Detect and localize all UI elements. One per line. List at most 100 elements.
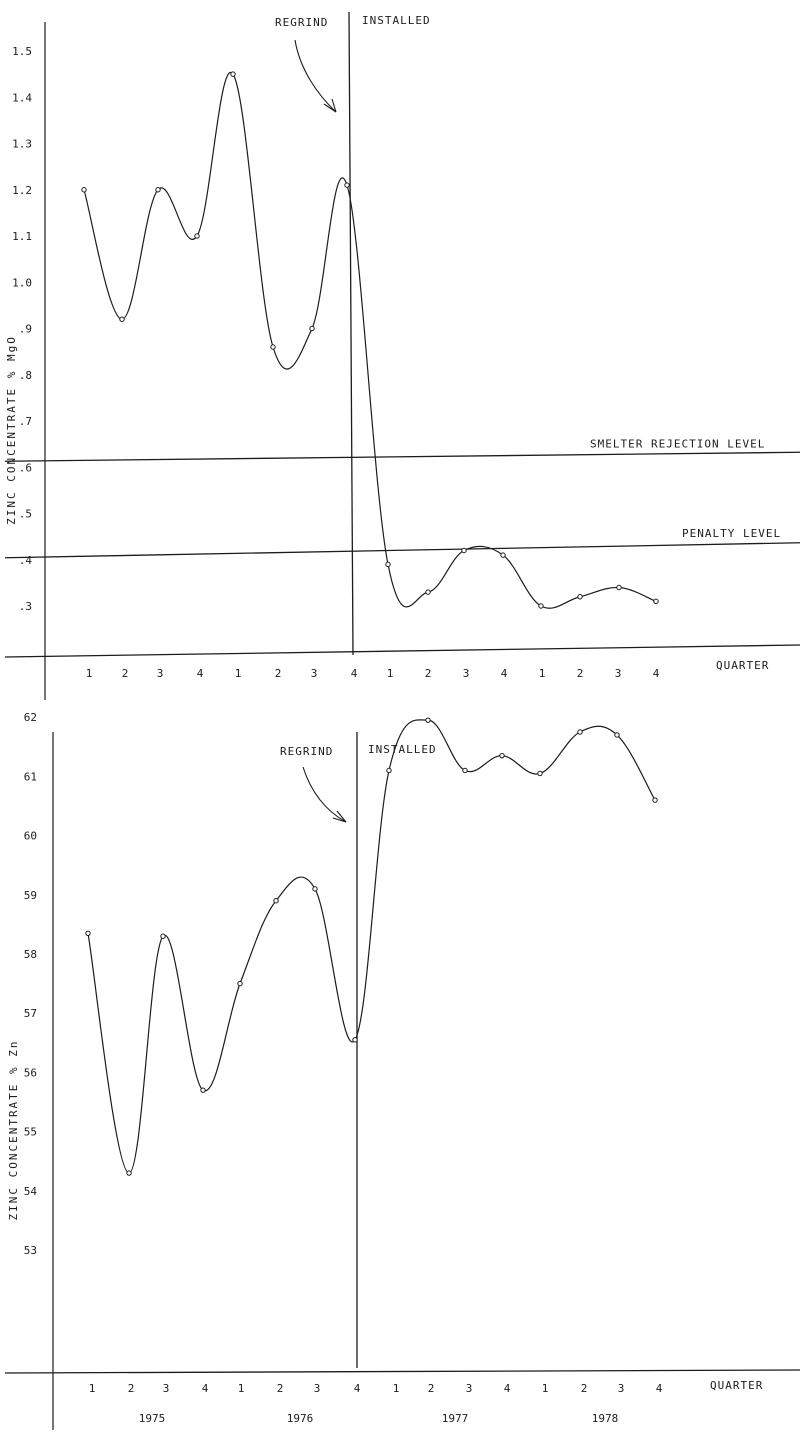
mgo-data-point bbox=[155, 187, 161, 193]
mgo-y-axis-label: ZINC CONCENTRATE % MgO bbox=[5, 335, 18, 525]
mgo-data-point bbox=[344, 182, 350, 188]
zn-y-tick-label: 57 bbox=[24, 1007, 37, 1020]
zn-quarter-label: 4 bbox=[202, 1382, 209, 1395]
mgo-quarter-axis-label: QUARTER bbox=[716, 659, 769, 672]
mgo-ref-line-label-0: SMELTER REJECTION LEVEL bbox=[590, 437, 765, 450]
zn-y-axis-label: ZINC CONCENTRATE % Zn bbox=[7, 1039, 20, 1220]
zn-quarter-label: 4 bbox=[656, 1382, 663, 1395]
zn-regrind-label: REGRIND bbox=[280, 745, 333, 758]
mgo-data-point bbox=[81, 187, 87, 193]
zn-data-point bbox=[386, 767, 392, 774]
mgo-y-tick-label: 1.0 bbox=[12, 276, 32, 289]
mgo-regrind-arrow bbox=[294, 39, 337, 113]
mgo-data-point bbox=[461, 547, 467, 554]
zn-data-point bbox=[312, 886, 318, 892]
zn-installed-label: INSTALLED bbox=[368, 743, 437, 756]
zn-y-tick-label: 55 bbox=[24, 1126, 37, 1139]
mgo-y-tick-label: .4 bbox=[19, 554, 33, 567]
zn-quarter-label: 1 bbox=[542, 1382, 549, 1395]
mgo-quarter-label: 1 bbox=[86, 667, 93, 680]
mgo-y-tick-label: 1.2 bbox=[12, 184, 32, 197]
mgo-y-tick-label: .6 bbox=[19, 461, 32, 474]
mgo-data-point bbox=[577, 594, 583, 600]
mgo-series-line bbox=[83, 71, 657, 609]
zn-quarter-label: 2 bbox=[581, 1382, 588, 1395]
mgo-quarter-label: 1 bbox=[235, 667, 242, 680]
mgo-quarter-label: 1 bbox=[387, 667, 394, 680]
zn-quarter-label: 2 bbox=[128, 1382, 135, 1395]
zn-data-point bbox=[126, 1170, 132, 1176]
zn-y-tick-label: 62 bbox=[24, 711, 37, 724]
mgo-quarter-label: 4 bbox=[501, 667, 508, 680]
mgo-installed-label: INSTALLED bbox=[362, 14, 431, 27]
mgo-ref-line-label-1: PENALTY LEVEL bbox=[682, 527, 781, 540]
zn-quarter-label: 1 bbox=[393, 1382, 400, 1395]
mgo-ref-line-1 bbox=[4, 542, 800, 559]
mgo-data-point bbox=[270, 344, 276, 350]
mgo-data-point bbox=[194, 233, 200, 239]
zn-quarter-label: 2 bbox=[428, 1382, 435, 1395]
zn-y-tick-label: 58 bbox=[24, 948, 37, 961]
mgo-quarter-label: 3 bbox=[463, 667, 470, 680]
zn-y-tick-label: 53 bbox=[24, 1244, 37, 1257]
zn-y-tick-label: 54 bbox=[24, 1185, 38, 1198]
mgo-data-point bbox=[538, 603, 544, 609]
zn-year-label: 1977 bbox=[442, 1412, 469, 1425]
zn-quarter-label: 1 bbox=[238, 1382, 245, 1395]
zn-data-point bbox=[425, 717, 431, 723]
mgo-quarter-label: 4 bbox=[351, 667, 358, 680]
zn-quarter-label: 4 bbox=[354, 1382, 361, 1395]
zn-data-point bbox=[237, 980, 243, 987]
zn-data-point bbox=[85, 930, 91, 936]
zn-year-label: 1976 bbox=[287, 1412, 314, 1425]
zn-year-label: 1975 bbox=[139, 1412, 166, 1425]
zn-quarter-label: 2 bbox=[277, 1382, 284, 1395]
mgo-y-tick-label: 1.5 bbox=[12, 45, 32, 58]
mgo-quarter-label: 3 bbox=[311, 667, 318, 680]
mgo-y-tick-label: .3 bbox=[19, 600, 32, 613]
zn-quarter-label: 3 bbox=[314, 1382, 321, 1395]
mgo-y-tick-label: .7 bbox=[19, 415, 32, 428]
mgo-data-point bbox=[119, 316, 125, 322]
zn-quarter-label: 4 bbox=[504, 1382, 511, 1395]
zn-data-point bbox=[614, 732, 620, 738]
zn-data-point bbox=[273, 898, 279, 904]
zn-quarter-label: 3 bbox=[466, 1382, 473, 1395]
zn-regrind-arrowhead bbox=[332, 810, 347, 823]
zn-y-tick-label: 60 bbox=[24, 830, 37, 843]
zn-y-tick-label: 56 bbox=[24, 1066, 37, 1079]
mgo-quarter-label: 4 bbox=[197, 667, 204, 680]
mgo-data-point bbox=[500, 552, 506, 558]
mgo-regrind-label: REGRIND bbox=[275, 16, 328, 29]
zn-y-tick-label: 59 bbox=[24, 889, 37, 902]
mgo-y-tick-label: .5 bbox=[19, 508, 32, 521]
mgo-regrind-divider bbox=[348, 11, 354, 656]
mgo-quarter-label: 2 bbox=[577, 667, 584, 680]
mgo-y-tick-label: 1.1 bbox=[12, 230, 32, 243]
mgo-quarter-label: 4 bbox=[653, 667, 660, 680]
zn-quarter-label: 1 bbox=[89, 1382, 96, 1395]
mgo-regrind-arrowhead bbox=[323, 98, 337, 113]
mgo-y-tick-label: .9 bbox=[19, 323, 32, 336]
mgo-data-point bbox=[653, 598, 659, 605]
zn-quarter-label: 3 bbox=[163, 1382, 170, 1395]
zn-y-tick-label: 61 bbox=[24, 770, 37, 783]
zn-data-point bbox=[652, 797, 658, 803]
mgo-quarter-label: 1 bbox=[539, 667, 546, 680]
zn-data-point bbox=[537, 770, 543, 777]
mgo-data-point bbox=[230, 71, 236, 77]
zn-data-point bbox=[462, 767, 468, 774]
mgo-ref-line-0 bbox=[4, 451, 800, 462]
zn-data-point bbox=[499, 752, 505, 759]
mgo-x-axis bbox=[4, 644, 800, 658]
zn-year-label: 1978 bbox=[592, 1412, 619, 1425]
zn-data-point bbox=[200, 1087, 206, 1093]
mgo-data-point bbox=[385, 561, 391, 568]
zn-x-axis bbox=[4, 1369, 800, 1374]
mgo-data-point bbox=[616, 584, 622, 591]
zn-regrind-arrow bbox=[302, 766, 347, 823]
mgo-quarter-label: 3 bbox=[157, 667, 164, 680]
mgo-quarter-label: 3 bbox=[615, 667, 622, 680]
mgo-quarter-label: 2 bbox=[275, 667, 282, 680]
